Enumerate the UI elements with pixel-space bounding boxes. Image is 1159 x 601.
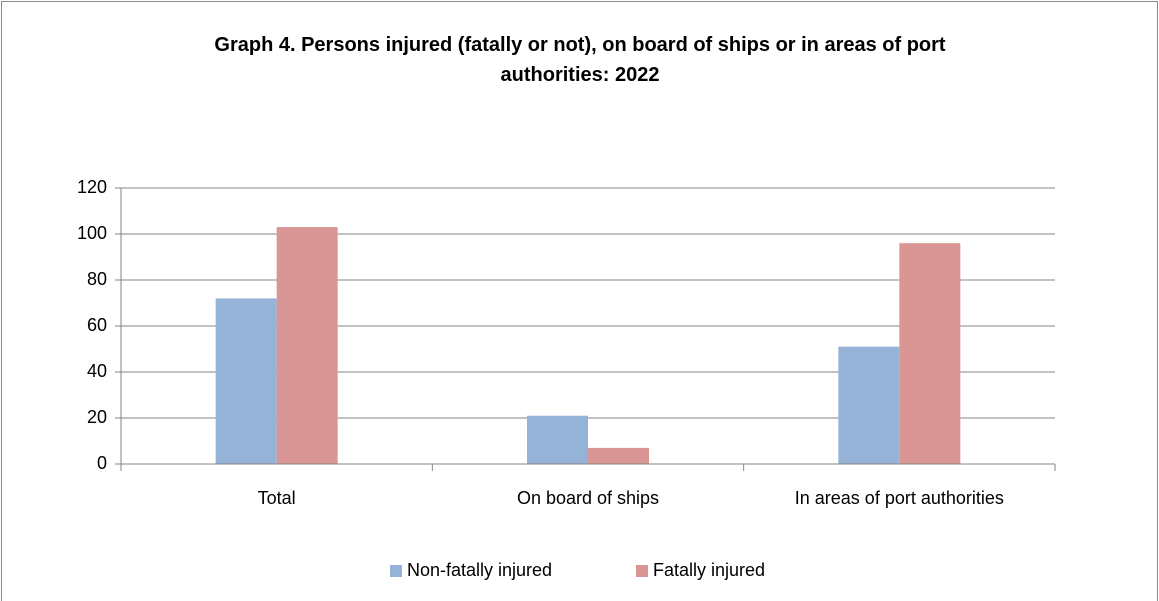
legend-swatch <box>390 565 402 577</box>
bar <box>215 298 277 464</box>
bar <box>276 227 338 464</box>
bar <box>899 243 961 464</box>
y-tick-label: 40 <box>87 361 107 381</box>
chart-title: Graph 4. Persons injured (fatally or not… <box>214 34 946 86</box>
bar <box>588 447 649 464</box>
y-tick-label: 60 <box>87 315 107 335</box>
x-tick-label: On board of ships <box>517 488 659 508</box>
y-tick-label: 100 <box>77 223 107 243</box>
legend-label: Fatally injured <box>653 560 765 580</box>
legend-label: Non-fatally injured <box>407 560 552 580</box>
y-tick-label: 0 <box>97 453 107 473</box>
y-tick-label: 20 <box>87 407 107 427</box>
bar <box>838 346 900 464</box>
y-tick-label: 80 <box>87 269 107 289</box>
x-tick-label: Total <box>258 488 296 508</box>
legend-swatch <box>636 565 648 577</box>
x-tick-label: In areas of port authorities <box>795 488 1004 508</box>
bar <box>527 415 588 464</box>
y-tick-label: 120 <box>77 177 107 197</box>
